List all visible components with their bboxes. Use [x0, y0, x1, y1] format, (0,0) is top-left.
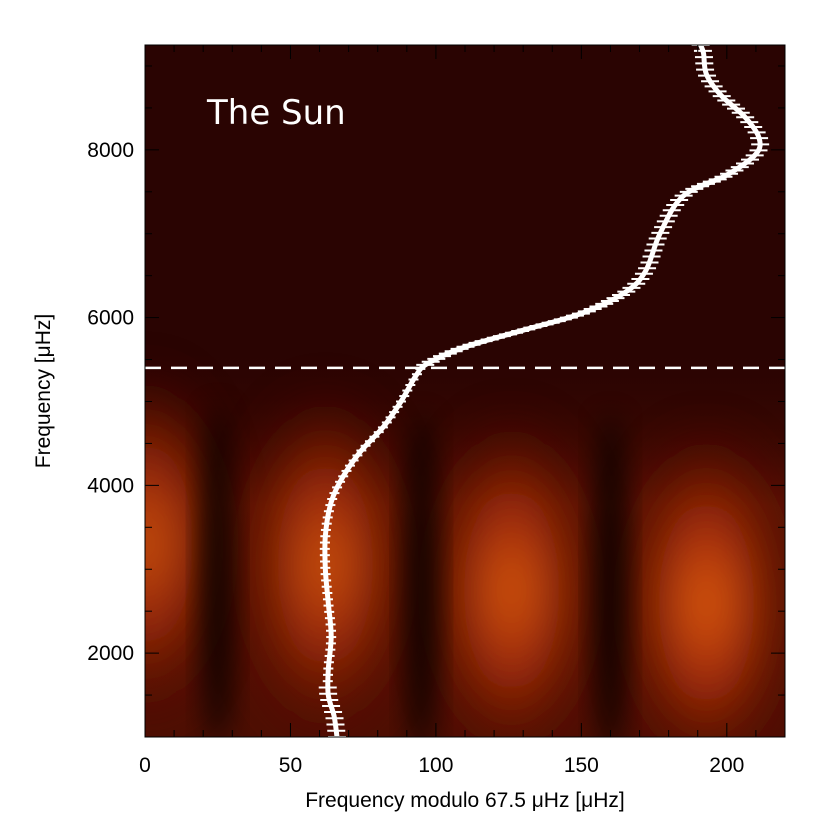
x-axis-title: Frequency modulo 67.5 μHz [μHz]	[305, 789, 625, 812]
heatmap-layer	[145, 351, 785, 737]
dark-ridge	[405, 415, 438, 737]
axis-ticks: 0 50 100 150 200 2000 4000 6000 8000	[87, 45, 785, 777]
error-bars	[318, 45, 770, 737]
heat-blob	[626, 427, 785, 737]
heat-blob	[431, 415, 592, 737]
y-tick-label: 2000	[87, 642, 134, 665]
y-tick-label: 6000	[87, 307, 134, 330]
dark-ridge	[201, 406, 234, 737]
x-tick-label: 0	[139, 754, 151, 777]
x-tick-label: 100	[418, 754, 453, 777]
dark-ridge	[594, 415, 627, 737]
x-tick-label: 200	[709, 754, 744, 777]
x-tick-label: 150	[564, 754, 599, 777]
x-tick-label: 50	[279, 754, 302, 777]
y-tick-label: 8000	[87, 139, 134, 162]
annotation-the-sun: The Sun	[206, 93, 346, 133]
y-axis-title: Frequency [μHz]	[32, 314, 55, 469]
y-tick-label: 4000	[87, 474, 134, 497]
